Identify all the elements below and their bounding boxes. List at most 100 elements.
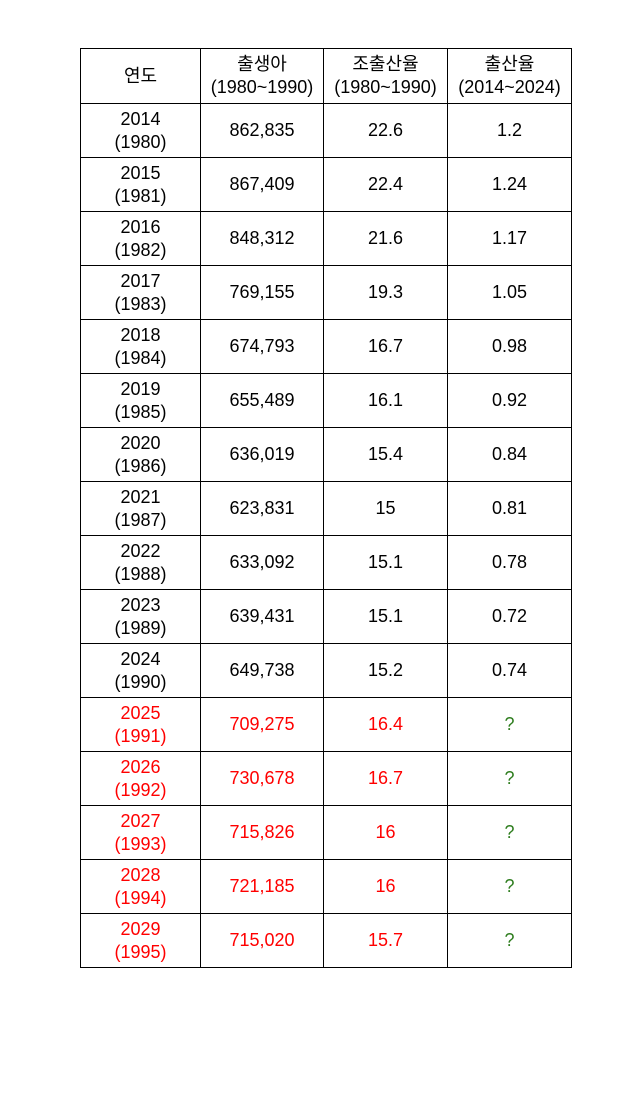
births-value: 862,835	[229, 120, 295, 140]
crude-rate-value: 15	[375, 498, 396, 518]
fertility-rate-cell: 0.72	[447, 589, 572, 644]
year-value: 2021	[120, 486, 161, 507]
crude-rate-cell: 22.6	[323, 103, 448, 158]
fertility-rate-value: ?	[504, 714, 515, 734]
table-row: 2020 (1986) 636,019 15.4 0.84	[80, 427, 572, 482]
crude-rate-value: 19.3	[367, 282, 404, 302]
header-row: 연도 출생아 (1980~1990) 조출산율 (1980~1990) 출산율 …	[80, 48, 572, 104]
crude-rate-value: 21.6	[367, 228, 404, 248]
crude-rate-cell: 15.1	[323, 589, 448, 644]
reference-year-value: (1994)	[114, 887, 167, 908]
crude-rate-cell: 16.7	[323, 319, 448, 374]
table-row: 2019 (1985) 655,489 16.1 0.92	[80, 373, 572, 428]
crude-rate-cell: 15.4	[323, 427, 448, 482]
crude-rate-value: 15.2	[367, 660, 404, 680]
fertility-rate-cell: 1.2	[447, 103, 572, 158]
reference-year-value: (1989)	[114, 617, 167, 638]
crude-rate-cell: 16.4	[323, 697, 448, 752]
year-value: 2017	[120, 270, 161, 291]
crude-rate-value: 16	[375, 822, 396, 842]
table-row: 2017 (1983) 769,155 19.3 1.05	[80, 265, 572, 320]
births-value: 636,019	[229, 444, 295, 464]
fertility-rate-value: ?	[504, 930, 515, 950]
reference-year-value: (1981)	[114, 185, 167, 206]
year-value: 2024	[120, 648, 161, 669]
fertility-rate-cell: 0.78	[447, 535, 572, 590]
reference-year-value: (1984)	[114, 347, 167, 368]
crude-rate-value: 22.6	[367, 120, 404, 140]
births-cell: 862,835	[200, 103, 324, 158]
table-row: 2015 (1981) 867,409 22.4 1.24	[80, 157, 572, 212]
births-value: 655,489	[229, 390, 295, 410]
year-cell: 2014 (1980)	[80, 103, 201, 158]
fertility-rate-value: 0.74	[491, 660, 528, 680]
year-cell: 2026 (1992)	[80, 751, 201, 806]
fertility-rate-cell: 1.24	[447, 157, 572, 212]
header-crude-rate-label: 조출산율	[352, 54, 419, 74]
year-value: 2028	[120, 864, 161, 885]
table-row: 2028 (1994) 721,185 16?	[80, 859, 572, 914]
header-crude-rate-period: (1980~1990)	[334, 77, 437, 97]
fertility-rate-value: 0.72	[491, 606, 528, 626]
crude-rate-cell: 16.7	[323, 751, 448, 806]
year-cell: 2018 (1984)	[80, 319, 201, 374]
table-row: 2024 (1990) 649,738 15.2 0.74	[80, 643, 572, 698]
births-value: 715,826	[229, 822, 295, 842]
births-value: 633,092	[229, 552, 295, 572]
header-births-period: (1980~1990)	[210, 77, 314, 97]
birth-statistics-table: 연도 출생아 (1980~1990) 조출산율 (1980~1990) 출산율 …	[80, 48, 572, 968]
header-year-label: 연도	[123, 65, 158, 86]
year-value: 2022	[120, 540, 161, 561]
fertility-rate-cell: 0.74	[447, 643, 572, 698]
crude-rate-cell: 21.6	[323, 211, 448, 266]
fertility-rate-value: 0.81	[491, 498, 528, 518]
reference-year-value: (1987)	[114, 509, 167, 530]
births-value: 715,020	[229, 930, 295, 950]
crude-rate-value: 16.1	[367, 390, 404, 410]
births-cell: 636,019	[200, 427, 324, 482]
header-fertility-rate: 출산율 (2014~2024)	[447, 48, 572, 104]
fertility-rate-value: 1.24	[491, 174, 528, 194]
fertility-rate-value: ?	[504, 768, 515, 788]
crude-rate-value: 15.1	[367, 552, 404, 572]
crude-rate-value: 15.7	[367, 930, 404, 950]
births-value: 623,831	[229, 498, 295, 518]
year-cell: 2022 (1988)	[80, 535, 201, 590]
births-cell: 721,185	[200, 859, 324, 914]
year-cell: 2029 (1995)	[80, 913, 201, 968]
year-value: 2020	[120, 432, 161, 453]
reference-year-value: (1980)	[114, 131, 167, 152]
year-value: 2023	[120, 594, 161, 615]
crude-rate-value: 16	[375, 876, 396, 896]
crude-rate-value: 22.4	[367, 174, 404, 194]
births-value: 709,275	[229, 714, 295, 734]
year-cell: 2025 (1991)	[80, 697, 201, 752]
reference-year-value: (1985)	[114, 401, 167, 422]
births-value: 639,431	[229, 606, 295, 626]
fertility-rate-cell: 0.81	[447, 481, 572, 536]
fertility-rate-cell: 0.84	[447, 427, 572, 482]
births-value: 730,678	[229, 768, 295, 788]
table-body: 2014 (1980) 862,835 22.6 1.2 2015 (1981) 867,40…	[80, 103, 572, 968]
births-value: 721,185	[229, 876, 295, 896]
crude-rate-value: 16.7	[367, 336, 404, 356]
births-cell: 709,275	[200, 697, 324, 752]
births-value: 649,738	[229, 660, 295, 680]
births-cell: 715,020	[200, 913, 324, 968]
births-value: 867,409	[229, 174, 295, 194]
year-value: 2018	[120, 324, 161, 345]
year-value: 2029	[120, 918, 161, 939]
table-row: 2027 (1993) 715,826 16?	[80, 805, 572, 860]
crude-rate-cell: 15.7	[323, 913, 448, 968]
header-births: 출생아 (1980~1990)	[200, 48, 324, 104]
fertility-rate-cell: ?	[447, 751, 572, 806]
header-year: 연도	[80, 48, 201, 104]
year-cell: 2016 (1982)	[80, 211, 201, 266]
table-row: 2014 (1980) 862,835 22.6 1.2	[80, 103, 572, 158]
reference-year-value: (1986)	[114, 455, 167, 476]
header-crude-rate: 조출산율 (1980~1990)	[323, 48, 448, 104]
table-row: 2025 (1991) 709,275 16.4?	[80, 697, 572, 752]
births-cell: 867,409	[200, 157, 324, 212]
year-cell: 2021 (1987)	[80, 481, 201, 536]
year-cell: 2027 (1993)	[80, 805, 201, 860]
